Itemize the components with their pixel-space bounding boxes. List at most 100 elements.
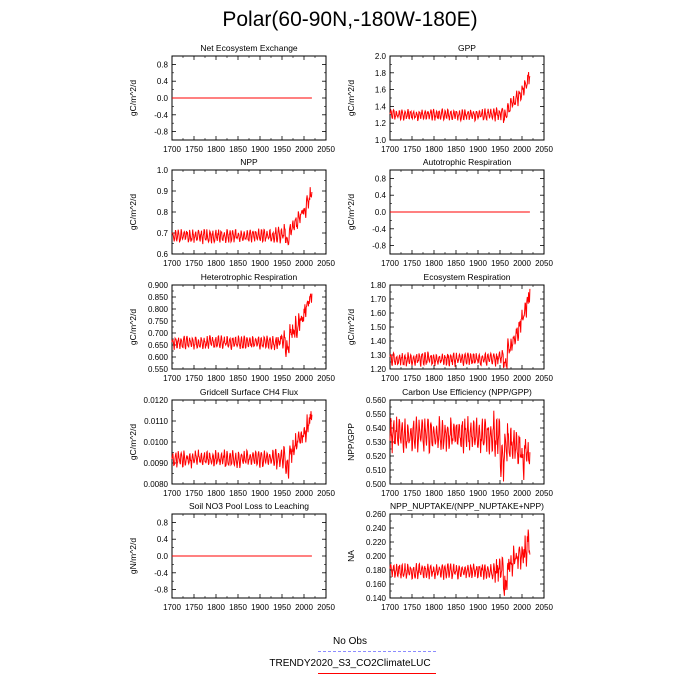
x-tick-label: 1900 [251,145,269,154]
y-tick-label: 0.0120 [144,396,169,405]
y-tick-label: 0.500 [366,480,387,489]
legend-line-no-obs [318,651,436,652]
y-tick-label: 0.9 [157,187,169,196]
y-tick-label: 0.0 [375,208,387,217]
series-line-trendy [389,410,531,482]
x-tick-label: 1750 [185,489,203,498]
x-tick-label: 2000 [513,603,531,612]
x-tick-label: 1800 [207,145,225,154]
x-tick-label: 2000 [295,603,313,612]
x-tick-label: 1850 [229,374,247,383]
y-tick-label: 0.4 [157,77,169,86]
y-tick-label: 0.8 [157,518,169,527]
chart-panel-10: NPP_NUPTAKE/(NPP_NUPTAKE+NPP) 0.140 0.160 0… [346,501,553,612]
y-tick-label: 0.7 [157,229,169,238]
y-tick-label: -0.8 [154,128,168,137]
y-axis-label: gC/m^2/d [346,80,356,116]
y-tick-label: -0.4 [154,569,168,578]
y-tick-label: 1.80 [370,281,386,290]
plot-frame [389,513,545,599]
y-tick-label: 0.550 [366,410,387,419]
x-tick-label: 1800 [425,489,443,498]
y-tick-label: 0.4 [375,191,387,200]
x-tick-label: 1850 [447,603,465,612]
y-axis-label: gC/m^2/d [128,80,138,116]
y-tick-label: 0.560 [366,396,387,405]
legend-line-trendy [318,673,436,674]
x-tick-label: 2000 [513,374,531,383]
y-tick-label: 0.650 [148,341,169,350]
x-tick-label: 1850 [447,489,465,498]
x-tick-label: 1750 [403,603,421,612]
y-tick-label: 2.0 [375,52,387,61]
series-line-trendy [171,293,313,357]
x-tick-label: 2050 [317,603,335,612]
chart-title: Carbon Use Efficiency (NPP/GPP) [402,387,532,397]
x-tick-label: 1950 [491,603,509,612]
y-tick-label: -0.8 [372,242,386,251]
series-line-trendy [171,187,313,246]
y-tick-label: 0.4 [157,535,169,544]
y-axis-label: gC/m^2/d [128,424,138,460]
y-tick-label: 0.6 [157,250,169,259]
x-tick-label: 1900 [251,489,269,498]
y-tick-label: -0.4 [372,225,386,234]
x-tick-label: 1850 [229,259,247,268]
y-axis-label: gC/m^2/d [128,309,138,345]
x-tick-label: 1900 [251,603,269,612]
x-tick-label: 1700 [163,603,181,612]
x-tick-label: 2000 [295,259,313,268]
chart-title: Net Ecosystem Exchange [200,43,298,53]
y-tick-label: 1.30 [370,351,386,360]
x-tick-label: 1750 [185,145,203,154]
y-axis-label: NA [346,550,356,562]
chart-title: Gridcell Surface CH4 Flux [200,387,299,397]
y-tick-label: 1.0 [375,136,387,145]
x-tick-label: 1750 [403,489,421,498]
x-tick-label: 1850 [229,145,247,154]
x-tick-label: 1850 [229,489,247,498]
x-tick-label: 1950 [273,603,291,612]
x-tick-label: 1800 [425,145,443,154]
plot-frame [171,284,327,370]
y-tick-label: 0.900 [148,281,169,290]
chart-panel-5: Heterotrophic Respiration 0.550 0.600 0.650… [128,272,335,383]
x-tick-label: 1950 [491,489,509,498]
x-tick-label: 1950 [273,374,291,383]
y-tick-label: 1.0 [157,166,169,175]
x-tick-label: 2050 [535,259,553,268]
y-tick-label: 0.8 [157,208,169,217]
x-tick-label: 1950 [491,259,509,268]
x-tick-label: 1950 [491,145,509,154]
x-tick-label: 1800 [425,374,443,383]
y-tick-label: 1.4 [375,102,387,111]
x-tick-label: 1800 [207,603,225,612]
chart-title: NPP_NUPTAKE/(NPP_NUPTAKE+NPP) [390,501,544,511]
chart-title: Soil NO3 Pool Loss to Leaching [189,501,309,511]
x-tick-label: 2050 [317,259,335,268]
chart-panel-2: GPP 1.0 1.2 1.4 1.6 1.8 2.0 1700 1750 1800 1850 190… [346,43,553,154]
x-tick-label: 2000 [513,259,531,268]
x-tick-label: 1750 [403,259,421,268]
x-tick-label: 1800 [425,259,443,268]
x-tick-label: 1700 [381,145,399,154]
x-tick-label: 1900 [469,374,487,383]
y-tick-label: 0.0110 [144,417,168,426]
x-tick-label: 1700 [381,259,399,268]
x-tick-label: 1700 [381,374,399,383]
x-tick-label: 1900 [469,603,487,612]
chart-title: NPP [240,157,258,167]
x-tick-label: 2000 [295,374,313,383]
y-tick-label: 0.510 [366,466,387,475]
series-line-trendy [389,288,531,369]
y-tick-label: 0.0100 [144,438,169,447]
x-tick-label: 2050 [317,489,335,498]
x-tick-label: 1950 [491,374,509,383]
y-tick-label: 0.0090 [144,459,169,468]
x-tick-label: 1850 [447,259,465,268]
x-tick-label: 2000 [513,145,531,154]
x-tick-label: 2000 [295,145,313,154]
series-line-trendy [389,71,531,123]
chart-panel-3: NPP 0.6 0.7 0.8 0.9 1.0 1700 1750 1800 1850 1900 19… [128,157,335,268]
